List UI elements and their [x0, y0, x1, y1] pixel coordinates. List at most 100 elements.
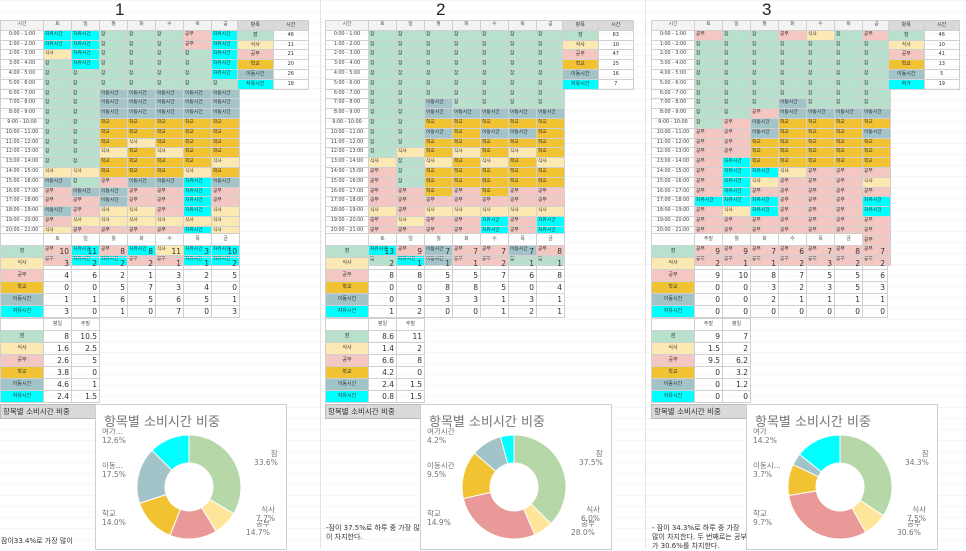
activity-cell[interactable]: 이동시간	[834, 108, 863, 119]
activity-cell[interactable]: 잠	[396, 157, 425, 168]
activity-cell[interactable]: 이동시간	[480, 127, 509, 139]
activity-cell[interactable]: 식사	[722, 206, 751, 217]
schedule-header-cell[interactable]: 수	[806, 20, 835, 31]
counts-value[interactable]: 7	[480, 245, 509, 258]
activity-cell[interactable]: 식사	[99, 206, 128, 217]
activity-cell[interactable]: 자유시간	[722, 196, 751, 208]
time-cell[interactable]: 14:00 - 15:00	[0, 166, 44, 178]
activity-cell[interactable]: 학교	[424, 176, 453, 188]
counts-value[interactable]: 0	[396, 281, 425, 294]
activity-cell[interactable]: 학교	[508, 157, 537, 168]
activity-cell[interactable]: 잠	[71, 68, 100, 80]
activity-cell[interactable]: 자유시간	[183, 186, 212, 198]
activity-cell[interactable]: 잠	[778, 68, 807, 80]
counts-value[interactable]: 1	[536, 293, 565, 306]
time-cell[interactable]: 7:00 - 8:00	[651, 98, 695, 110]
activity-cell[interactable]: 공부	[396, 196, 425, 208]
counts-header-cell[interactable]: 월	[424, 233, 453, 246]
activity-cell[interactable]: 잠	[480, 59, 509, 70]
counts-value[interactable]: 3	[452, 293, 481, 306]
activity-cell[interactable]: 잠	[778, 39, 807, 51]
time-cell[interactable]: 10:00 - 11:00	[325, 127, 369, 139]
activity-cell[interactable]: 식사	[480, 157, 509, 168]
activity-cell[interactable]: 학교	[99, 166, 128, 178]
activity-cell[interactable]: 공부	[806, 186, 835, 198]
activity-cell[interactable]: 식사	[71, 215, 100, 227]
activity-cell[interactable]: 잠	[536, 88, 565, 100]
legend-hours[interactable]: 10	[597, 39, 634, 51]
activity-cell[interactable]: 잠	[211, 78, 240, 90]
activity-cell[interactable]: 자유시간	[694, 196, 723, 208]
counts-value[interactable]: 5	[452, 269, 481, 282]
counts-value[interactable]: 2	[508, 305, 537, 318]
legend-category[interactable]: 공부	[888, 49, 925, 61]
activity-cell[interactable]: 잠	[806, 88, 835, 100]
time-cell[interactable]: 18:00 - 19:00	[651, 206, 695, 217]
activity-cell[interactable]: 식사	[424, 157, 453, 168]
activity-cell[interactable]: 공부	[694, 166, 723, 178]
activity-cell[interactable]: 잠	[536, 68, 565, 80]
activity-cell[interactable]: 잠	[368, 147, 397, 159]
activity-cell[interactable]: 이동시간	[43, 176, 72, 188]
schedule-header-cell[interactable]: 금	[862, 20, 891, 31]
activity-cell[interactable]: 잠	[778, 78, 807, 90]
counts-category[interactable]: 공부	[0, 269, 44, 282]
activity-cell[interactable]: 학교	[536, 117, 565, 129]
average-value[interactable]: 2.4	[368, 378, 397, 391]
activity-cell[interactable]: 공부	[806, 215, 835, 227]
average-value[interactable]: 1.5	[396, 378, 425, 391]
counts-value[interactable]: 8	[536, 245, 565, 258]
counts-value[interactable]: 2	[368, 257, 397, 270]
activity-cell[interactable]: 식사	[750, 176, 779, 188]
activity-cell[interactable]: 학교	[424, 166, 453, 178]
activity-cell[interactable]: 잠	[99, 49, 128, 61]
average-value[interactable]: 0	[722, 390, 751, 403]
activity-cell[interactable]: 식사	[862, 176, 891, 188]
activity-cell[interactable]: 잠	[722, 49, 751, 61]
activity-cell[interactable]: 학교	[480, 147, 509, 159]
counts-header-cell[interactable]: 금	[834, 233, 863, 246]
activity-cell[interactable]: 잠	[43, 68, 72, 80]
schedule-header-cell[interactable]: 화	[452, 20, 481, 31]
activity-cell[interactable]: 잠	[368, 49, 397, 61]
counts-value[interactable]: 2	[127, 257, 156, 270]
activity-cell[interactable]: 잠	[396, 108, 425, 119]
activity-cell[interactable]: 잠	[368, 88, 397, 100]
time-cell[interactable]: 4:00 - 5:00	[0, 68, 44, 80]
activity-cell[interactable]: 학교	[99, 137, 128, 149]
activity-cell[interactable]: 공부	[722, 147, 751, 159]
activity-cell[interactable]: 공부	[508, 186, 537, 198]
activity-cell[interactable]: 잠	[694, 108, 723, 119]
counts-category[interactable]: 식사	[0, 257, 44, 270]
schedule-header-cell[interactable]: 토	[368, 20, 397, 31]
activity-cell[interactable]: 학교	[862, 147, 891, 159]
activity-cell[interactable]: 자유시간	[71, 29, 100, 41]
counts-value[interactable]: 3	[750, 281, 779, 294]
counts-value[interactable]: 4	[43, 269, 72, 282]
activity-cell[interactable]: 잠	[508, 78, 537, 90]
activity-cell[interactable]: 잠	[396, 98, 425, 110]
activity-cell[interactable]: 잠	[155, 39, 184, 51]
counts-value[interactable]: 4	[536, 281, 565, 294]
counts-header-cell[interactable]: 수	[155, 233, 184, 246]
activity-cell[interactable]: 자유시간	[862, 206, 891, 217]
activity-cell[interactable]: 학교	[508, 137, 537, 149]
average-header-cell[interactable]: 평일	[43, 318, 72, 331]
activity-cell[interactable]: 학교	[778, 147, 807, 159]
legend-hours[interactable]: 46	[272, 29, 309, 41]
activity-cell[interactable]: 공부	[396, 206, 425, 217]
legend-hours[interactable]: 26	[272, 68, 309, 80]
activity-cell[interactable]: 공부	[750, 186, 779, 198]
average-header-cell[interactable]: 평일	[722, 318, 751, 331]
activity-cell[interactable]: 이동시간	[211, 108, 240, 119]
counts-value[interactable]: 9	[396, 245, 425, 258]
average-value[interactable]: 1	[71, 378, 100, 391]
counts-value[interactable]: 11	[155, 245, 184, 258]
counts-category[interactable]: 이동시간	[651, 293, 695, 306]
activity-cell[interactable]: 공부	[452, 215, 481, 227]
activity-cell[interactable]: 공부	[71, 206, 100, 217]
schedule-header-cell[interactable]: 월	[424, 20, 453, 31]
time-cell[interactable]: 19:00 - 20:00	[651, 215, 695, 227]
activity-cell[interactable]: 학교	[127, 157, 156, 168]
activity-cell[interactable]: 잠	[694, 98, 723, 110]
